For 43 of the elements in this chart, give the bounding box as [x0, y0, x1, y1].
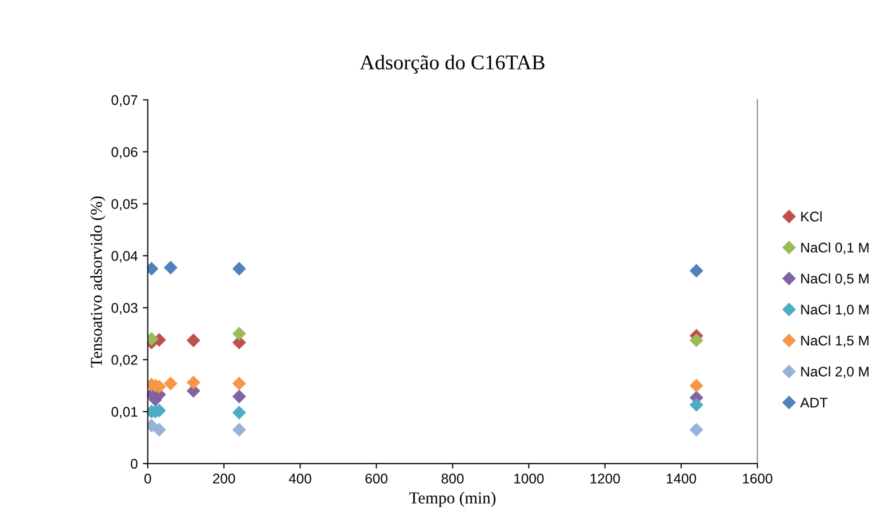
- legend-label: NaCl 0,1 M: [801, 242, 868, 254]
- y-axis-title: Tensoativo adsorvido (%): [90, 196, 106, 368]
- point: [690, 264, 704, 278]
- point: [164, 376, 178, 390]
- x-tick-label: 0: [144, 474, 152, 484]
- x-tick-label: 1200: [590, 474, 620, 484]
- y-tick-label: 0,07: [112, 95, 138, 107]
- point: [690, 334, 704, 347]
- x-axis-title: Tempo (min): [409, 492, 496, 507]
- point: [186, 334, 200, 347]
- point: [232, 262, 246, 276]
- point: [690, 398, 704, 412]
- point: [232, 423, 246, 436]
- x-tick-label: 800: [442, 474, 464, 484]
- x-tick-label: 200: [213, 474, 235, 484]
- point: [232, 376, 246, 390]
- legend-label: KCl: [801, 211, 822, 222]
- x-tick-label: 1400: [666, 474, 696, 484]
- legend-label: NaCl 1,5 M: [801, 335, 868, 348]
- x-tick-label: 1600: [743, 474, 772, 484]
- y-tick-label: 0,06: [112, 147, 138, 159]
- point: [232, 327, 246, 340]
- y-tick-label: 0,05: [112, 199, 138, 211]
- y-tick-label: 0,04: [112, 251, 138, 263]
- y-tick-label: 0,03: [112, 303, 138, 314]
- legend-label: NaCl 0,5 M: [801, 273, 868, 286]
- x-tick-label: 600: [365, 474, 388, 484]
- y-tick-label: 0,01: [112, 406, 138, 418]
- point: [690, 379, 704, 392]
- y-tick-label: 0,02: [112, 354, 138, 366]
- point: [232, 390, 246, 404]
- y-tick-label: 0: [130, 458, 138, 469]
- point: [690, 423, 704, 436]
- legend-label: NaCl 1,0 M: [801, 304, 868, 316]
- point: [164, 261, 178, 274]
- legend-label: NaCl 2,0 M: [801, 366, 868, 378]
- x-tick-label: 1000: [514, 474, 544, 484]
- point: [152, 423, 166, 436]
- chart-title: Adsorção do C16TAB: [360, 54, 544, 74]
- x-tick-label: 400: [288, 474, 312, 484]
- point: [232, 406, 246, 420]
- legend-label: ADT: [800, 398, 828, 408]
- point: [186, 376, 200, 390]
